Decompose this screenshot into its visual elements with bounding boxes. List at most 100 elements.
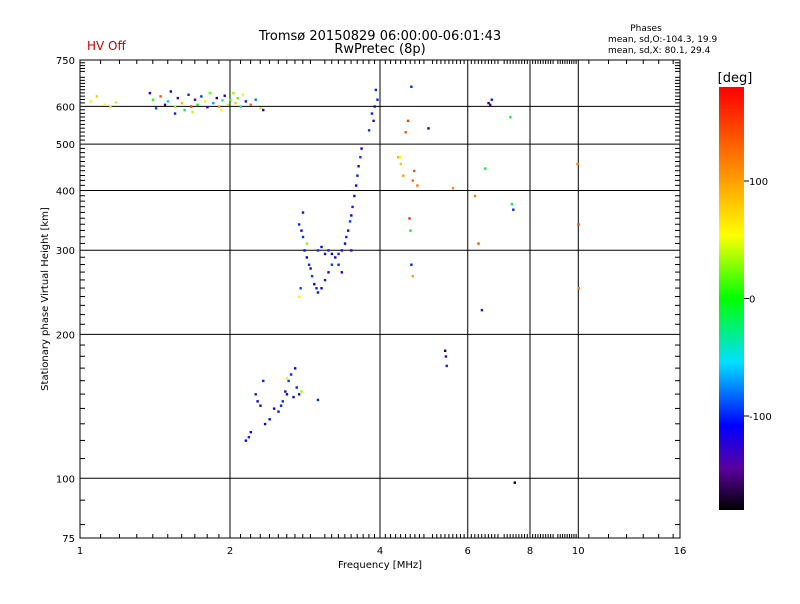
data-point: [367, 129, 371, 132]
data-point: [212, 101, 215, 105]
data-point: [444, 355, 448, 358]
data-point: [320, 287, 323, 290]
data-point: [268, 418, 271, 421]
data-point: [484, 167, 487, 170]
colorbar-ticks: 100 0 -100: [744, 177, 772, 423]
data-point: [490, 98, 494, 101]
data-point: [360, 147, 363, 150]
data-point: [232, 91, 235, 95]
y-axis-label: Stationary phase Virtual Height [km]: [40, 207, 51, 391]
data-point: [189, 105, 193, 108]
data-point: [220, 108, 223, 112]
data-point: [249, 103, 253, 107]
data-point: [114, 101, 118, 104]
data-point: [445, 364, 448, 368]
y-tick-label: 500: [56, 140, 75, 151]
data-point: [397, 156, 400, 159]
data-point: [303, 249, 306, 252]
data-point: [374, 88, 378, 92]
data-point: [576, 162, 579, 166]
x-tick-label: 4: [377, 546, 383, 557]
data-points: [89, 85, 581, 484]
info-line-2: mean, sd,X: 80.1, 29.4: [608, 46, 711, 56]
data-point: [151, 98, 155, 101]
data-point: [285, 393, 289, 396]
data-point: [262, 379, 265, 383]
data-point: [320, 245, 323, 249]
data-point: [406, 119, 410, 123]
data-point: [376, 98, 379, 101]
data-point: [353, 194, 356, 198]
data-point: [398, 156, 402, 159]
data-point: [313, 282, 316, 286]
data-point: [307, 263, 311, 266]
data-point: [284, 390, 287, 393]
x-tick-label: 2: [227, 546, 233, 557]
data-point: [410, 85, 413, 88]
data-point: [373, 105, 376, 108]
data-point: [327, 271, 330, 274]
data-point: [513, 481, 516, 484]
data-point: [241, 93, 245, 96]
colorbar-tick-label: 0: [749, 295, 755, 306]
data-point: [180, 101, 184, 105]
data-point: [285, 377, 289, 380]
data-point: [191, 110, 194, 113]
data-point: [577, 287, 581, 290]
data-point: [327, 249, 330, 252]
data-point: [244, 439, 248, 442]
data-point: [316, 398, 320, 402]
data-point: [305, 242, 309, 245]
y-tick-labels: 75 100 200 300 400 500 600 750: [56, 56, 75, 545]
data-point: [206, 106, 209, 109]
data-point: [408, 217, 411, 220]
data-point: [254, 98, 257, 101]
data-point: [103, 103, 106, 107]
data-point: [350, 214, 353, 217]
data-point: [489, 103, 492, 107]
data-point: [340, 271, 344, 274]
data-point: [223, 94, 226, 97]
data-point: [301, 235, 305, 239]
data-point: [305, 256, 309, 259]
data-point: [309, 267, 312, 270]
x-tick-label: 1: [77, 546, 83, 557]
y-tick-label: 300: [56, 246, 75, 257]
data-point: [300, 390, 303, 393]
data-point: [173, 112, 177, 115]
data-point: [301, 211, 305, 214]
data-point: [95, 95, 99, 98]
x-tick-label: 16: [674, 546, 687, 557]
data-point: [340, 249, 344, 252]
data-point: [166, 100, 170, 103]
y-tick-label: 750: [56, 56, 75, 67]
data-point: [289, 373, 293, 376]
data-point: [229, 98, 232, 101]
colorbar-tick-label: -100: [749, 412, 772, 423]
data-point: [487, 101, 490, 105]
data-point: [262, 108, 265, 112]
data-point: [411, 274, 414, 278]
data-point: [510, 202, 514, 206]
chart-subtitle: RwPretec (8p): [334, 42, 425, 57]
x-tick-labels: 1 2 4 6 8 10 16: [77, 546, 687, 557]
x-tick-label: 6: [465, 546, 471, 557]
data-point: [334, 256, 337, 259]
data-point: [427, 127, 430, 130]
data-point: [416, 184, 419, 187]
data-point: [239, 105, 242, 108]
data-point: [316, 249, 320, 252]
y-tick-label: 200: [56, 330, 75, 341]
data-point: [300, 229, 303, 232]
info-line-1: mean, sd,O:-104.3, 19.9: [608, 35, 718, 45]
data-point: [226, 103, 230, 107]
data-point: [509, 115, 512, 119]
data-point: [292, 395, 295, 399]
data-point: [350, 249, 353, 252]
data-point: [297, 295, 301, 298]
data-point: [354, 184, 358, 187]
data-point: [215, 96, 219, 100]
data-point: [254, 393, 257, 396]
data-point: [183, 108, 186, 112]
